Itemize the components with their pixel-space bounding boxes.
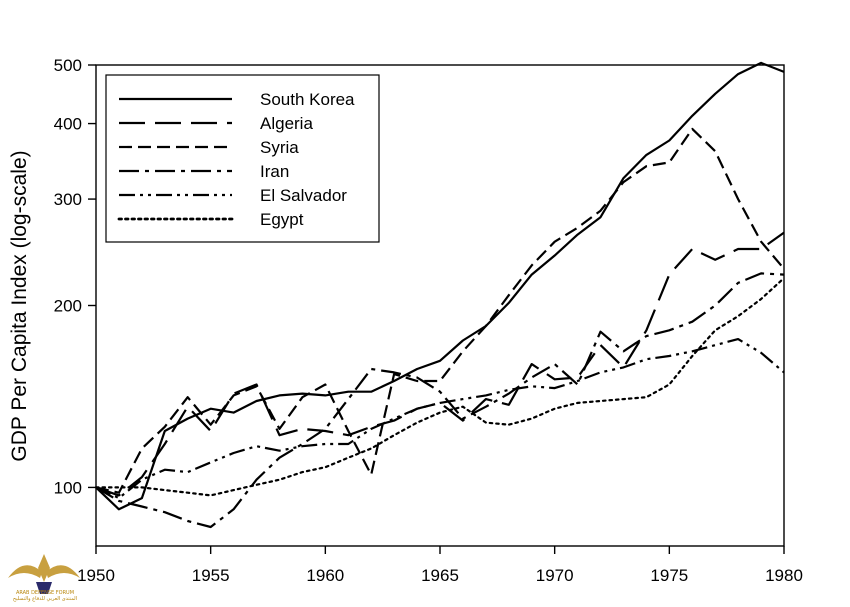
series-line-iran <box>95 272 785 529</box>
y-tick-label: 400 <box>54 115 82 134</box>
x-tick-label: 1970 <box>536 566 574 585</box>
watermark-eagle-logo <box>8 554 80 594</box>
legend: South Korea Algeria Syria Iran El Salvador Eg… <box>105 74 380 243</box>
series-group <box>94 61 786 529</box>
x-tick-label: 1980 <box>765 566 803 585</box>
watermark-text-ar: المنتدى العربي للدفاع والتسليح <box>12 596 78 602</box>
watermark-text-en: ARAB DEFENSE FORUM <box>15 590 75 596</box>
y-tick-label: 200 <box>54 297 82 316</box>
y-tick-label: 100 <box>54 478 82 497</box>
series-line-south-korea <box>95 61 785 511</box>
series-line-syria <box>95 127 785 494</box>
x-tick-label: 1950 <box>77 566 115 585</box>
legend-label-algeria: Algeria <box>260 114 313 133</box>
x-tick-label: 1960 <box>306 566 344 585</box>
legend-box <box>105 74 380 243</box>
legend-label-syria: Syria <box>260 138 299 157</box>
axis-tick-labels: 1950 1955 1960 1965 1970 1975 1980 100 200 300 400… <box>54 56 803 585</box>
x-tick-label: 1975 <box>650 566 688 585</box>
watermark-text: ARAB DEFENSE FORUM المنتدى العربي للدفاع… <box>0 590 90 602</box>
y-axis-label: GDP Per Capita Index (log-scale) <box>8 150 31 461</box>
series-line-egypt <box>94 277 786 497</box>
series-line-algeria <box>95 231 785 497</box>
x-tick-label: 1965 <box>421 566 459 585</box>
y-tick-label: 500 <box>54 56 82 75</box>
axis-ticks <box>88 64 785 554</box>
legend-label-south-korea: South Korea <box>260 90 355 109</box>
legend-label-el-salvador: El Salvador <box>260 186 347 205</box>
legend-label-iran: Iran <box>260 162 289 181</box>
legend-label-egypt: Egypt <box>260 210 304 229</box>
x-tick-label: 1955 <box>192 566 230 585</box>
y-tick-label: 300 <box>54 190 82 209</box>
series-line-el-salvador <box>95 338 785 500</box>
